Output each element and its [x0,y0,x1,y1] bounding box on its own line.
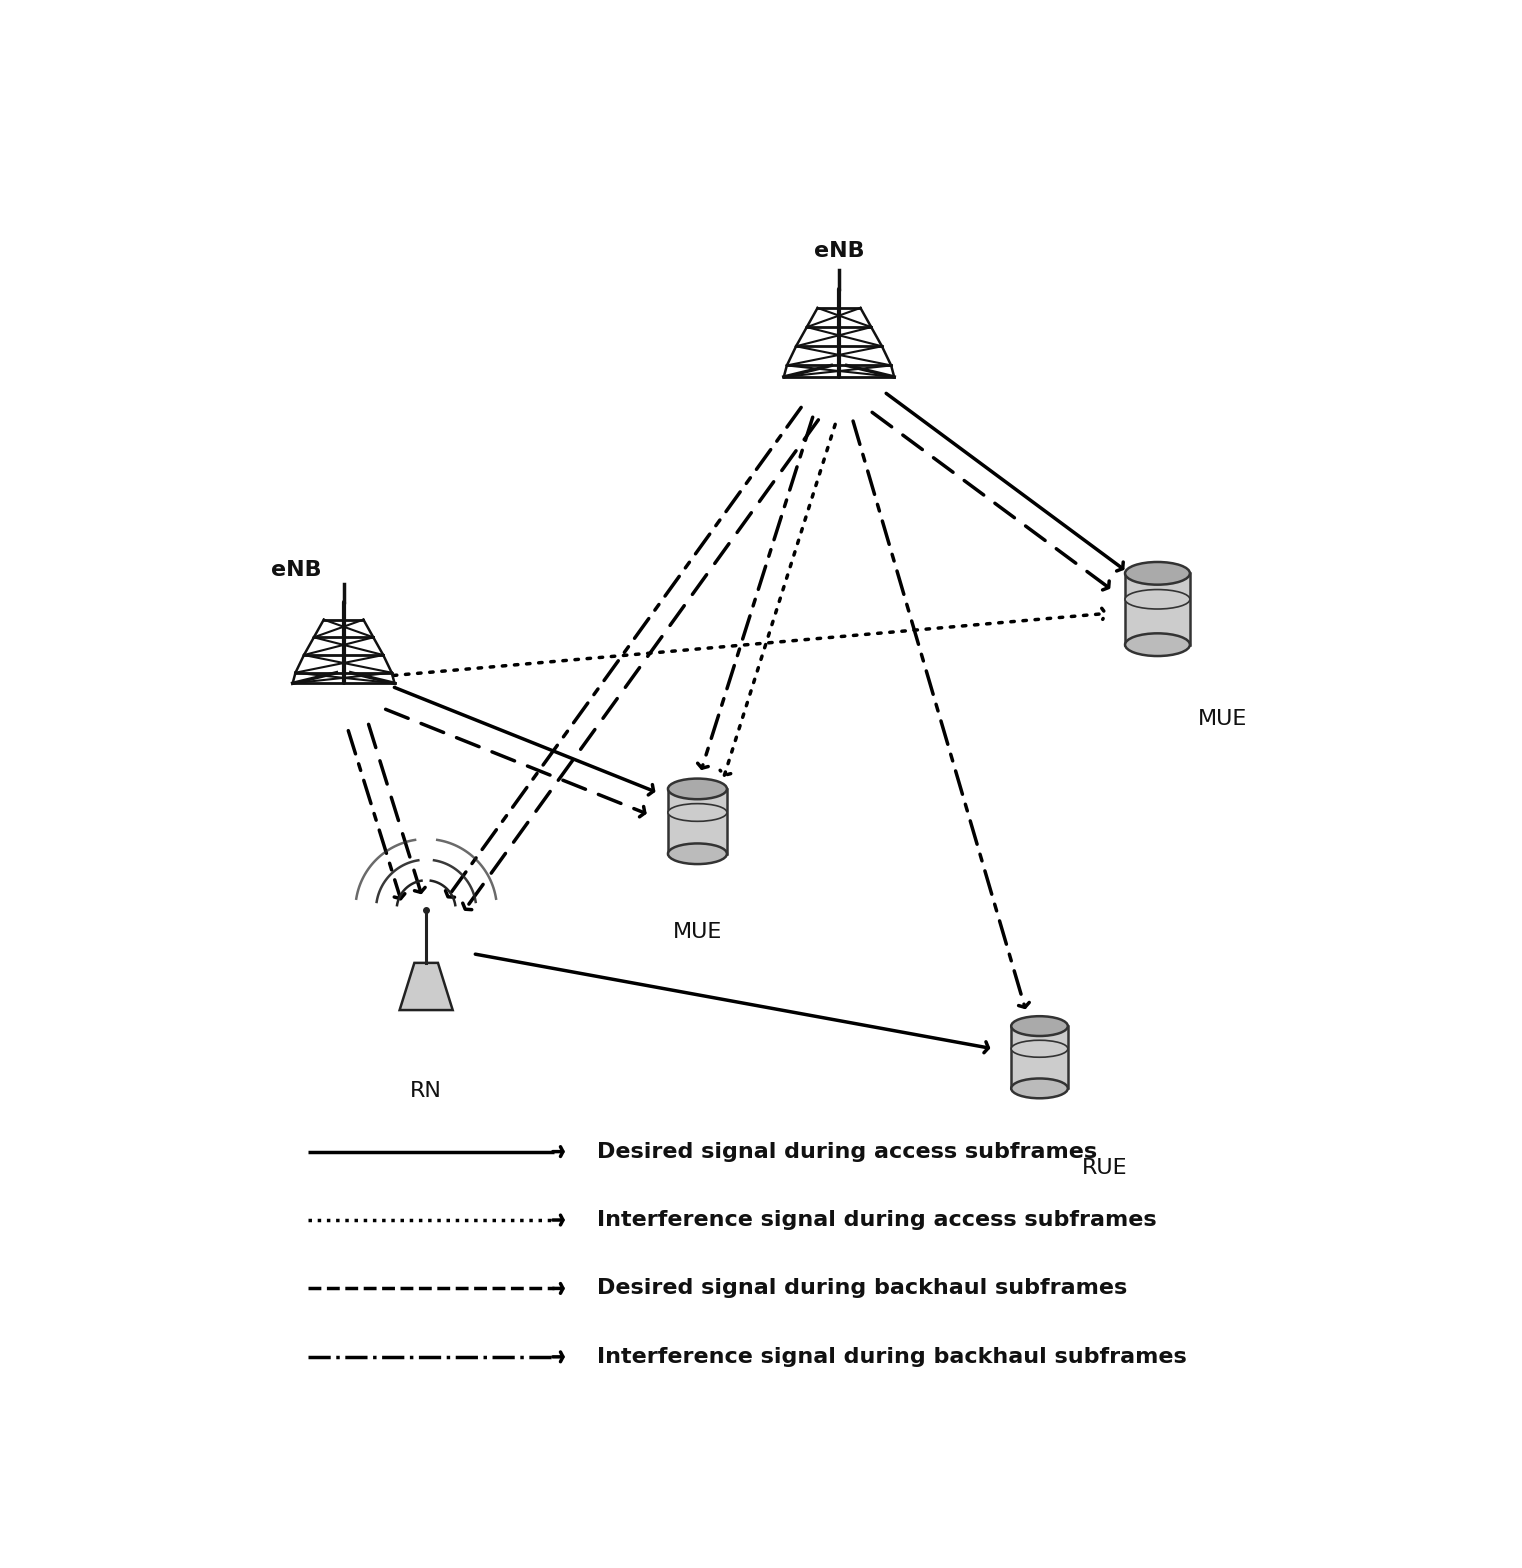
Bar [668,789,728,853]
Text: Interference signal during backhaul subframes: Interference signal during backhaul subf… [597,1347,1187,1367]
Text: MUE: MUE [673,922,721,942]
Text: Interference signal during access subframes: Interference signal during access subfra… [597,1210,1157,1229]
Text: eNB: eNB [271,560,321,580]
Ellipse shape [1125,561,1190,585]
Text: Desired signal during backhaul subframes: Desired signal during backhaul subframes [597,1278,1128,1298]
Text: MUE: MUE [1198,709,1247,729]
Ellipse shape [1125,633,1190,655]
Text: RN: RN [411,1080,441,1101]
Ellipse shape [668,779,728,800]
Ellipse shape [1011,1016,1068,1036]
Text: eNB: eNB [814,241,864,260]
Ellipse shape [668,844,728,864]
Ellipse shape [668,804,728,822]
Bar [1125,574,1190,644]
Text: Desired signal during access subframes: Desired signal during access subframes [597,1142,1097,1162]
Text: RUE: RUE [1082,1157,1128,1178]
Bar [1011,1025,1068,1088]
Polygon shape [400,963,452,1010]
Ellipse shape [1011,1079,1068,1098]
Ellipse shape [1011,1040,1068,1057]
Ellipse shape [1125,590,1190,608]
